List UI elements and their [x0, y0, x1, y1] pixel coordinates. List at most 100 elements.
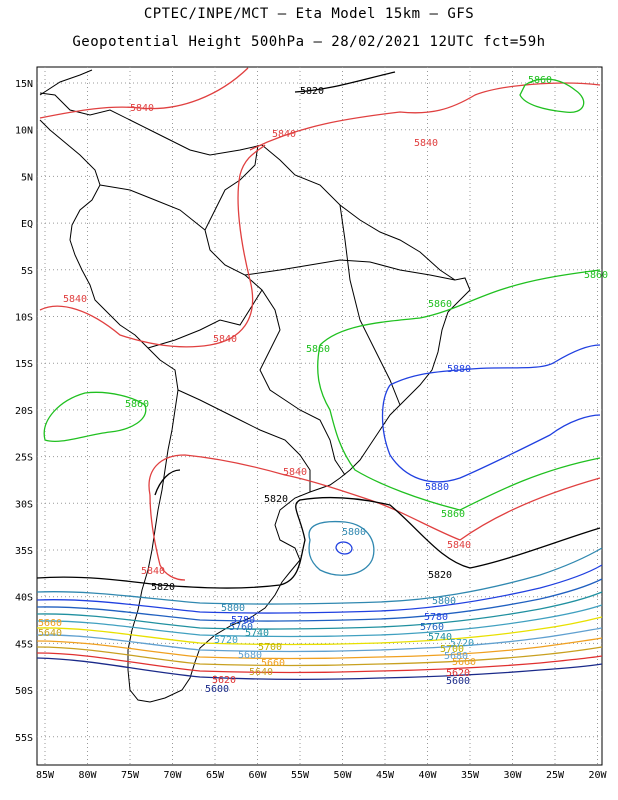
label-5640-west: 5640	[38, 628, 62, 639]
label-5800-band-e: 5800	[432, 596, 456, 607]
lon-label: 25W	[546, 770, 565, 781]
lat-label: 15N	[15, 79, 33, 90]
contour-5740-band	[36, 591, 603, 630]
contour-5860-cell-west	[43, 391, 147, 443]
lat-label: 5N	[21, 172, 33, 183]
label-5620-band-w: 5620	[212, 675, 236, 686]
central-america-coast	[39, 69, 93, 96]
contour-5860-ridge-north	[319, 269, 601, 346]
lon-label: 85W	[36, 770, 55, 781]
lat-label: 15S	[15, 359, 33, 370]
contour-5820-north	[294, 71, 396, 93]
label-5600-band-w: 5600	[205, 684, 229, 695]
contour-5600-band	[36, 657, 603, 681]
lat-label: 50S	[15, 686, 33, 697]
label-5820-mid: 5820	[264, 494, 288, 505]
contour-5860-ridge-south	[317, 344, 601, 511]
country-border-4	[177, 389, 311, 492]
lon-label: 50W	[333, 770, 352, 781]
label-5820-sw: 5820	[151, 582, 175, 593]
contour-5840-continent	[39, 144, 266, 348]
label-5880-south: 5880	[425, 482, 449, 493]
contour-5880-south	[381, 384, 601, 483]
coastlines	[39, 69, 471, 703]
contour-5680-band	[36, 627, 603, 653]
contour-5840-south-tail	[149, 494, 186, 581]
contour-5840-south	[148, 454, 601, 541]
lon-label: 45W	[376, 770, 395, 781]
label-5860-brazil: 5860	[428, 299, 452, 310]
lat-label: 45S	[15, 639, 33, 650]
lon-label: 40W	[418, 770, 437, 781]
label-5740-band-w: 5740	[245, 628, 269, 639]
label-5640-band: 5640	[249, 667, 273, 678]
lon-label: 30W	[503, 770, 522, 781]
label-5680-band-w: 5680	[238, 650, 262, 661]
gridlines	[37, 67, 602, 765]
map-subtitle: Geopotential Height 500hPa – 28/02/2021 …	[72, 34, 546, 50]
latitude-labels: 15N 10N 5N EQ 5S 10S 15S 20S 25S 30S 35S 40S 45S 50S 5…	[15, 79, 33, 744]
contour-5840-north-b	[249, 82, 601, 151]
label-5600-band-e: 5600	[446, 676, 470, 687]
country-border-2	[99, 184, 206, 231]
lat-label: 55S	[15, 733, 33, 744]
label-5700-band-w: 5700	[258, 642, 282, 653]
label-5800-band-w: 5800	[221, 603, 245, 614]
contour-5860-cell-north	[519, 78, 585, 113]
label-5840-andes: 5840	[213, 334, 237, 345]
country-border-1	[204, 144, 346, 476]
lat-label: 10N	[15, 126, 33, 137]
label-5840-nw: 5840	[130, 103, 154, 114]
lat-label: 5S	[21, 266, 33, 277]
label-5840-north-mid: 5840	[272, 129, 296, 140]
contour-5760-band	[36, 578, 603, 622]
lon-label: 20W	[588, 770, 607, 781]
label-5840-ne: 5840	[414, 138, 438, 149]
lon-label: 75W	[121, 770, 140, 781]
label-5860-east-edge: 5860	[584, 270, 608, 281]
contour-5800-low	[308, 520, 375, 576]
contours	[36, 67, 603, 681]
lat-label: 10S	[15, 313, 33, 324]
contour-5880-north	[389, 344, 601, 386]
label-5880-north: 5880	[447, 364, 471, 375]
lat-label: 30S	[15, 499, 33, 510]
label-5780-band-e: 5780	[424, 612, 448, 623]
contour-5660-band	[36, 637, 603, 660]
label-5820-north: 5820	[300, 86, 324, 97]
contour-5820-south	[36, 496, 601, 589]
lat-label: EQ	[21, 219, 33, 230]
label-5780-band-w: 5780	[231, 615, 255, 626]
south-america-coast	[39, 92, 471, 703]
label-5660-west: 5660	[38, 618, 62, 629]
contour-5700-band	[36, 616, 603, 646]
contour-5780-low-center	[335, 541, 353, 555]
label-5860-interior: 5860	[306, 344, 330, 355]
map-title: CPTEC/INPE/MCT – Eta Model 15km – GFS	[143, 6, 475, 22]
country-border-3	[147, 289, 263, 349]
lon-label: 55W	[291, 770, 310, 781]
country-border-6	[244, 259, 456, 281]
lat-label: 20S	[15, 406, 33, 417]
contour-5640-band	[36, 646, 603, 667]
longitude-labels: 85W 80W 75W 70W 65W 60W 55W 50W 45W 40W 35W 30W 25W 2…	[36, 770, 608, 781]
label-5720-band-w: 5720	[214, 635, 238, 646]
lon-label: 65W	[206, 770, 225, 781]
label-5840-sw: 5840	[141, 566, 165, 577]
contour-labels: 5820 5840 5840 5840 5860 5860 5860 5860 …	[38, 75, 608, 695]
label-5820-se: 5820	[428, 570, 452, 581]
label-5680-band-e: 5680	[444, 651, 468, 662]
label-5860-ne-cell: 5860	[528, 75, 552, 86]
label-5840-se: 5840	[447, 540, 471, 551]
label-5660-band-e: 5660	[452, 657, 476, 668]
label-5760-band-w: 5760	[229, 622, 253, 633]
label-5660-band-w: 5660	[261, 658, 285, 669]
lat-label: 40S	[15, 593, 33, 604]
label-5840-west: 5840	[63, 294, 87, 305]
label-5620-band-e: 5620	[446, 668, 470, 679]
lat-label: 25S	[15, 453, 33, 464]
lon-label: 80W	[78, 770, 97, 781]
lon-label: 35W	[461, 770, 480, 781]
label-5860-south: 5860	[441, 509, 465, 520]
